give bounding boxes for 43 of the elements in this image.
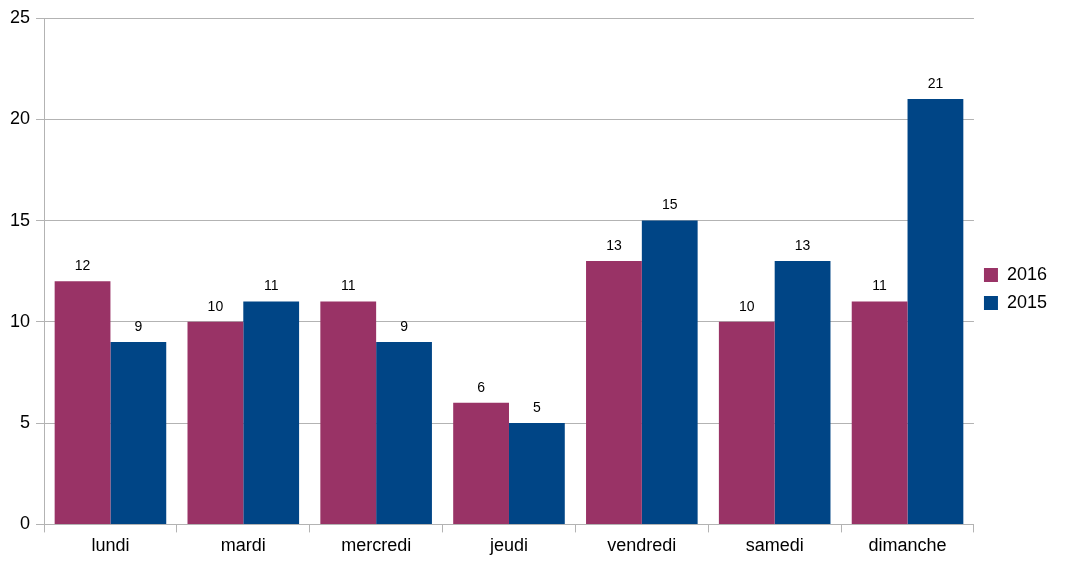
data-label: 11 xyxy=(340,277,356,294)
data-label: 11 xyxy=(872,277,888,294)
y-tick-label: 0 xyxy=(20,513,31,534)
bar xyxy=(907,99,964,524)
x-tick-label: mardi xyxy=(220,535,266,556)
legend-label: 2016 xyxy=(1006,263,1047,284)
x-tick-label: vendredi xyxy=(607,535,677,556)
data-label: 9 xyxy=(400,317,409,334)
y-tick-label: 20 xyxy=(9,108,31,129)
x-tick-label: samedi xyxy=(745,535,804,556)
data-label: 10 xyxy=(207,297,224,314)
bar xyxy=(586,261,642,524)
bar xyxy=(774,261,831,524)
data-label: 13 xyxy=(794,236,811,253)
bar xyxy=(320,301,377,524)
x-tick-label: dimanche xyxy=(868,535,947,556)
data-label: 13 xyxy=(606,236,622,253)
legend-label: 2015 xyxy=(1006,291,1047,312)
y-tick-label: 5 xyxy=(20,412,31,433)
bar xyxy=(110,342,167,524)
data-label: 10 xyxy=(739,297,755,314)
bar xyxy=(851,301,908,524)
x-tick-label: lundi xyxy=(91,535,130,556)
bar xyxy=(508,423,565,524)
bar xyxy=(187,321,244,524)
data-label: 12 xyxy=(74,257,91,274)
bar xyxy=(243,301,300,524)
data-label: 9 xyxy=(134,317,143,334)
y-tick-label: 10 xyxy=(9,310,31,331)
x-tick-label: jeudi xyxy=(488,535,528,556)
bar xyxy=(718,321,775,524)
data-label: 21 xyxy=(927,74,944,91)
bar xyxy=(453,402,509,524)
x-tick-label: mercredi xyxy=(341,535,412,556)
bar xyxy=(376,342,432,524)
bar xyxy=(54,281,111,524)
data-label: 15 xyxy=(661,196,678,213)
bar xyxy=(641,220,698,524)
data-label: 11 xyxy=(263,277,279,294)
y-tick-label: 25 xyxy=(9,6,31,27)
y-tick-label: 15 xyxy=(9,209,31,230)
data-label: 5 xyxy=(532,398,541,415)
data-label: 6 xyxy=(477,378,486,395)
